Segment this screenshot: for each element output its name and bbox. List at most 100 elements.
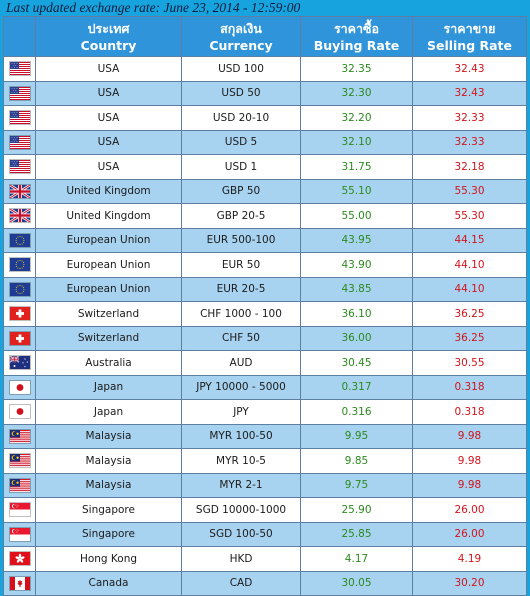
selling-rate-cell: 36.25 [412, 325, 527, 351]
selling-rate-cell: 32.33 [412, 105, 527, 131]
buying-rate-cell: 0.316 [300, 399, 413, 425]
table-row: Malaysia MYR 2-1 9.75 9.98 [3, 472, 527, 498]
currency-cell: USD 5 [181, 129, 301, 155]
country-cell: Canada [35, 570, 182, 596]
currency-header-thai: สกุลเงิน [220, 20, 262, 36]
table-body: USA USD 100 32.35 32.43 USA USD 50 32.30 32.43 U… [3, 56, 527, 596]
selling-rate-cell: 9.98 [412, 472, 527, 498]
selling-rate-cell: 32.33 [412, 129, 527, 155]
table-header-row: ประเทศ Country สกุลเงิน Currency ราคาซื้… [3, 16, 527, 57]
ch-flag-icon [9, 331, 30, 345]
selling-rate-cell: 0.318 [412, 399, 527, 425]
selling-rate-cell: 32.43 [412, 80, 527, 106]
currency-cell: EUR 50 [181, 252, 301, 278]
buying-rate-column-header: ราคาซื้อ Buying Rate [300, 16, 413, 57]
currency-cell: USD 100 [181, 56, 301, 82]
flag-cell [3, 350, 36, 376]
table-row: USA USD 20-10 32.20 32.33 [3, 105, 527, 131]
currency-cell: EUR 500-100 [181, 227, 301, 253]
country-cell: United Kingdom [35, 203, 182, 229]
hk-flag-icon [9, 552, 30, 566]
flag-cell [3, 497, 36, 523]
currency-cell: GBP 50 [181, 178, 301, 204]
flag-cell [3, 252, 36, 278]
table-row: Canada CAD 30.05 30.20 [3, 570, 527, 596]
currency-cell: USD 20-10 [181, 105, 301, 131]
currency-cell: SGD 100-50 [181, 521, 301, 547]
country-cell: Australia [35, 350, 182, 376]
flag-cell [3, 570, 36, 596]
flag-cell [3, 521, 36, 547]
country-cell: European Union [35, 227, 182, 253]
buying-rate-cell: 32.20 [300, 105, 413, 131]
buying-rate-cell: 32.30 [300, 80, 413, 106]
selling-rate-cell: 26.00 [412, 521, 527, 547]
buying-rate-cell: 36.00 [300, 325, 413, 351]
selling-rate-column-header: ราคาขาย Selling Rate [412, 16, 527, 57]
country-cell: Singapore [35, 521, 182, 547]
country-cell: United Kingdom [35, 178, 182, 204]
us-flag-icon [9, 111, 30, 125]
selling-rate-cell: 32.18 [412, 154, 527, 180]
buying-rate-cell: 32.10 [300, 129, 413, 155]
selling-rate-cell: 36.25 [412, 301, 527, 327]
last-updated-text: Last updated exchange rate: June 23, 201… [6, 0, 301, 15]
buying-rate-cell: 43.90 [300, 252, 413, 278]
au-flag-icon [9, 356, 30, 370]
selling-rate-cell: 44.10 [412, 276, 527, 302]
currency-cell: CHF 1000 - 100 [181, 301, 301, 327]
flag-cell [3, 276, 36, 302]
currency-column-header: สกุลเงิน Currency [181, 16, 301, 57]
my-flag-icon [9, 429, 30, 443]
country-cell: USA [35, 129, 182, 155]
table-row: European Union EUR 50 43.90 44.10 [3, 252, 527, 278]
buying-rate-cell: 25.85 [300, 521, 413, 547]
selling-rate-cell: 44.15 [412, 227, 527, 253]
country-cell: Malaysia [35, 423, 182, 449]
ca-flag-icon [9, 576, 30, 590]
table-row: USA USD 5 32.10 32.33 [3, 129, 527, 155]
country-cell: Singapore [35, 497, 182, 523]
buying-rate-cell: 0.317 [300, 374, 413, 400]
sg-flag-icon [9, 503, 30, 517]
flag-cell [3, 325, 36, 351]
us-flag-icon [9, 160, 30, 174]
currency-cell: JPY [181, 399, 301, 425]
table-row: Japan JPY 10000 - 5000 0.317 0.318 [3, 374, 527, 400]
table-row: USA USD 100 32.35 32.43 [3, 56, 527, 82]
selling-rate-cell: 9.98 [412, 448, 527, 474]
currency-cell: JPY 10000 - 5000 [181, 374, 301, 400]
buying-rate-cell: 9.95 [300, 423, 413, 449]
country-cell: Hong Kong [35, 546, 182, 572]
table-row: Singapore SGD 100-50 25.85 26.00 [3, 521, 527, 547]
eu-flag-icon [9, 233, 30, 247]
flag-cell [3, 203, 36, 229]
currency-cell: USD 50 [181, 80, 301, 106]
country-cell: USA [35, 56, 182, 82]
jp-flag-icon [9, 405, 30, 419]
country-cell: Japan [35, 399, 182, 425]
buying-rate-cell: 30.05 [300, 570, 413, 596]
uk-flag-icon [9, 209, 30, 223]
country-cell: Malaysia [35, 448, 182, 474]
currency-cell: AUD [181, 350, 301, 376]
table-row: USA USD 50 32.30 32.43 [3, 80, 527, 106]
buying-rate-cell: 25.90 [300, 497, 413, 523]
currency-cell: SGD 10000-1000 [181, 497, 301, 523]
country-cell: European Union [35, 276, 182, 302]
country-cell: Japan [35, 374, 182, 400]
selling-rate-cell: 30.55 [412, 350, 527, 376]
table-row: Malaysia MYR 10-5 9.85 9.98 [3, 448, 527, 474]
flag-cell [3, 301, 36, 327]
flag-cell [3, 105, 36, 131]
my-flag-icon [9, 454, 30, 468]
us-flag-icon [9, 86, 30, 100]
table-row: Switzerland CHF 50 36.00 36.25 [3, 325, 527, 351]
country-cell: Switzerland [35, 301, 182, 327]
country-header-thai: ประเทศ [87, 20, 130, 36]
table-row: Hong Kong HKD 4.17 4.19 [3, 546, 527, 572]
table-row: United Kingdom GBP 50 55.10 55.30 [3, 178, 527, 204]
my-flag-icon [9, 478, 30, 492]
country-cell: Malaysia [35, 472, 182, 498]
flag-cell [3, 423, 36, 449]
